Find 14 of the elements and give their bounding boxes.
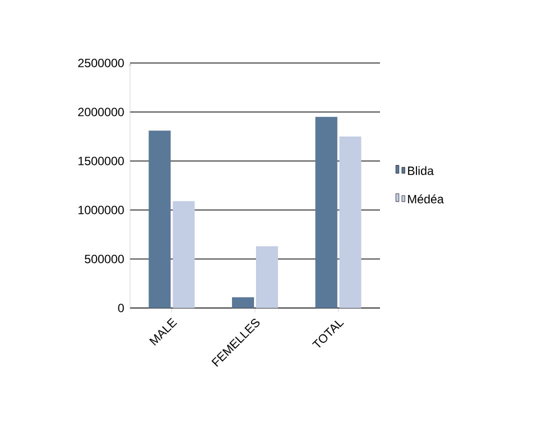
y-tick-label: 500000 (84, 254, 124, 264)
legend-label: Blida (408, 166, 434, 176)
bar (339, 136, 362, 308)
bar (256, 246, 278, 308)
bar (315, 116, 338, 308)
bar (232, 297, 254, 308)
y-tick-label: 1500000 (78, 156, 124, 166)
bar (172, 201, 195, 308)
y-tick-label: 1000000 (78, 206, 124, 214)
bar (148, 130, 171, 308)
y-tick-label: 2000000 (78, 108, 124, 116)
legend-label: Médéa (408, 194, 444, 204)
y-tick-label: 0 (118, 304, 124, 312)
y-tick-label: 2500000 (78, 58, 124, 68)
